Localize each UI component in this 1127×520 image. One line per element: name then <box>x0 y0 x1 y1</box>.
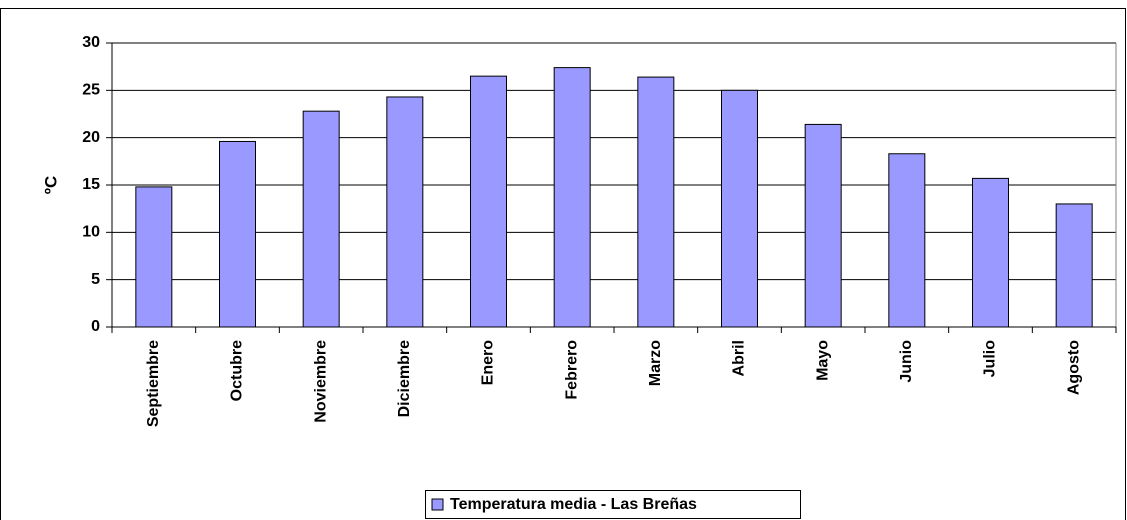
y-tick-label: 10 <box>82 224 100 241</box>
x-tick-label: Agosto <box>1065 340 1082 395</box>
x-tick-label: Marzo <box>647 340 664 386</box>
bar <box>721 89 758 328</box>
bar <box>553 67 591 328</box>
y-tick-label: 5 <box>91 271 100 288</box>
y-tick-label: 20 <box>82 129 100 146</box>
x-tick-label: Noviembre <box>312 340 329 423</box>
y-tick-label: 25 <box>82 82 100 99</box>
bar <box>386 96 424 328</box>
legend-box <box>425 490 801 519</box>
x-tick-label: Febrero <box>563 340 580 400</box>
y-tick-label: 15 <box>82 176 100 193</box>
y-tick-label: 30 <box>82 34 100 51</box>
bar <box>219 140 256 328</box>
bar <box>888 153 926 328</box>
x-tick-label: Junio <box>898 340 915 383</box>
bar <box>637 76 675 328</box>
y-axis-label: ºC <box>41 176 60 195</box>
y-tick-label: 0 <box>91 318 100 335</box>
x-tick-label: Diciembre <box>396 340 413 417</box>
legend-swatch <box>431 498 444 511</box>
bar <box>135 186 173 328</box>
legend-label: Temperatura media - Las Breñas <box>450 496 697 513</box>
bar <box>972 177 1009 328</box>
x-tick-label: Mayo <box>814 340 831 381</box>
bar <box>804 123 842 328</box>
bar <box>302 110 340 328</box>
x-tick-label: Octubre <box>229 340 246 401</box>
x-tick-label: Abril <box>731 340 748 376</box>
bar <box>1055 203 1093 328</box>
bar <box>470 75 507 328</box>
x-tick-label: Enero <box>480 340 497 386</box>
x-tick-label: Julio <box>982 340 999 378</box>
x-tick-label: Septiembre <box>145 340 162 427</box>
